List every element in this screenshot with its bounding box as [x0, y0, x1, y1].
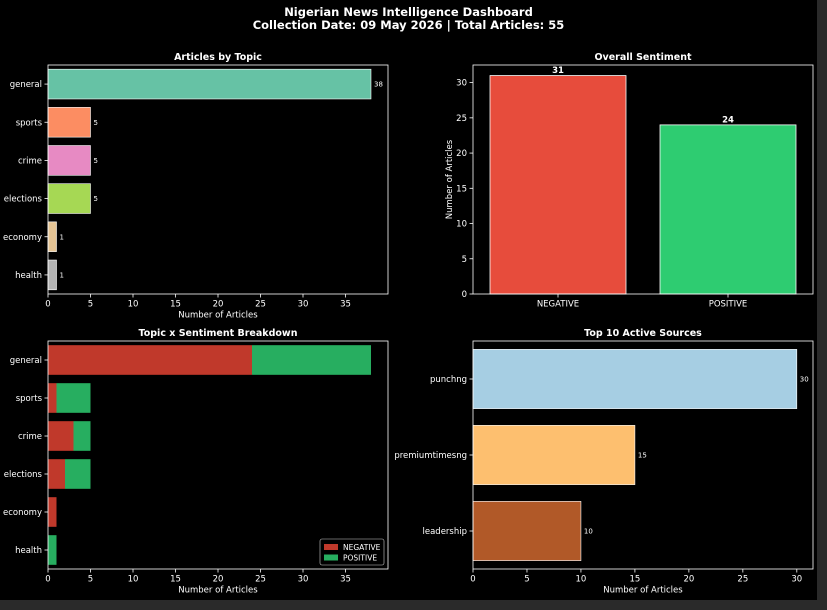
- x-tick-label: 30: [298, 300, 309, 310]
- plot-frame: [47, 64, 389, 295]
- y-tick-label-crime: crime: [18, 156, 42, 166]
- dashboard-svg: Nigerian News Intelligence Dashboard Col…: [3, 5, 814, 596]
- plot-frame: [472, 64, 814, 295]
- y-tick-label-general: general: [10, 356, 42, 366]
- plot-frame: [472, 340, 814, 570]
- x-tick-label: 25: [737, 575, 748, 585]
- x-tick-label: 0: [45, 300, 50, 310]
- bar-leadership: [472, 501, 582, 561]
- y-tick-label-elections: elections: [4, 195, 43, 205]
- y-tick-label: 30: [456, 79, 467, 89]
- bar-segment-elections-negative: [48, 459, 65, 489]
- y-tick-label-elections: elections: [4, 470, 43, 480]
- bar-segment-elections-positive: [65, 459, 91, 489]
- chart-title: Topic x Sentiment Breakdown: [139, 328, 298, 339]
- dashboard-subtitle: Collection Date: 09 May 2026 | Total Art…: [253, 18, 565, 32]
- x-tick-label: 5: [88, 575, 93, 585]
- x-tick-label: 35: [340, 300, 351, 310]
- bar-value-label: 24: [722, 115, 734, 125]
- y-tick-label-sports: sports: [16, 394, 43, 404]
- bar-positive: [659, 124, 797, 295]
- x-tick-label: 20: [213, 300, 224, 310]
- x-tick-label: 25: [255, 575, 266, 585]
- bar-segment-sports-negative: [48, 383, 57, 413]
- bar-segment-general-negative: [48, 345, 252, 375]
- y-tick-label: 20: [456, 149, 467, 159]
- x-tick-label: 5: [88, 300, 93, 310]
- bar-premiumtimesng: [472, 425, 636, 485]
- y-tick-label: 25: [456, 114, 467, 124]
- bar-value-label: 1: [60, 271, 64, 279]
- bar-negative: [489, 75, 627, 295]
- bar-value-label: 1: [60, 233, 64, 241]
- x-tick-label: 30: [298, 575, 309, 585]
- bar-crime: [47, 145, 91, 176]
- x-tick-label: 20: [683, 575, 694, 585]
- y-tick-label-economy: economy: [3, 233, 42, 243]
- x-tick-label: 10: [128, 300, 139, 310]
- chart-title: Articles by Topic: [174, 52, 262, 63]
- bar-value-label: 5: [94, 195, 98, 203]
- y-tick-label-general: general: [10, 80, 42, 90]
- y-tick-label: 5: [462, 255, 467, 265]
- bar-economy: [47, 221, 57, 252]
- dashboard-title: Nigerian News Intelligence Dashboard: [284, 5, 533, 19]
- y-tick-label: 10: [456, 220, 467, 230]
- bar-segment-crime-positive: [73, 421, 91, 451]
- y-tick-label: 0: [462, 290, 467, 300]
- bar-segment-crime-negative: [48, 421, 74, 451]
- bar-health: [47, 259, 57, 291]
- y-tick-label-crime: crime: [18, 432, 42, 442]
- x-tick-label-negative: NEGATIVE: [537, 300, 579, 310]
- y-axis-label: Number of Articles: [445, 139, 455, 219]
- plot-frame: [47, 340, 389, 570]
- y-tick-label: 15: [456, 184, 467, 194]
- legend-label-negative: NEGATIVE: [343, 543, 381, 552]
- x-tick-label: 5: [524, 575, 529, 585]
- bar-elections: [47, 183, 91, 214]
- bar-segment-economy-negative: [48, 497, 57, 527]
- chart-title: Overall Sentiment: [594, 52, 692, 63]
- chart-title: Top 10 Active Sources: [584, 328, 702, 339]
- legend-swatch-negative: [324, 544, 338, 550]
- x-tick-label: 0: [45, 575, 50, 585]
- bar-general: [47, 68, 372, 100]
- y-tick-label-premiumtimesng: premiumtimesng: [394, 451, 467, 461]
- bar-segment-sports-positive: [56, 383, 91, 413]
- legend-label-positive: POSITIVE: [343, 554, 377, 563]
- bar-segment-health-positive: [48, 535, 57, 565]
- x-tick-label: 20: [213, 575, 224, 585]
- y-tick-label-punchng: punchng: [430, 375, 467, 385]
- x-tick-label: 35: [340, 575, 351, 585]
- x-axis-label: Number of Articles: [603, 586, 683, 596]
- x-axis-label: Number of Articles: [178, 586, 258, 596]
- x-tick-label: 15: [170, 300, 181, 310]
- bar-punchng: [472, 349, 798, 409]
- bar-segment-general-positive: [252, 345, 371, 375]
- y-tick-label-sports: sports: [16, 118, 43, 128]
- x-tick-label: 30: [791, 575, 802, 585]
- bar-value-label: 5: [94, 119, 98, 127]
- x-tick-label: 0: [470, 575, 475, 585]
- bar-value-label: 38: [374, 81, 383, 89]
- x-tick-label: 10: [576, 575, 587, 585]
- x-tick-label: 10: [128, 575, 139, 585]
- x-tick-label: 15: [629, 575, 640, 585]
- x-tick-label: 15: [170, 575, 181, 585]
- y-tick-label-health: health: [15, 546, 42, 556]
- y-tick-label-leadership: leadership: [423, 527, 468, 537]
- bar-value-label: 15: [638, 452, 647, 460]
- bar-value-label: 31: [552, 66, 564, 76]
- y-tick-label-economy: economy: [3, 508, 42, 518]
- x-axis-label: Number of Articles: [178, 311, 258, 321]
- x-tick-label: 25: [255, 300, 266, 310]
- bar-value-label: 10: [584, 528, 593, 536]
- x-tick-label-positive: POSITIVE: [709, 300, 748, 310]
- bar-value-label: 30: [800, 376, 809, 384]
- bar-value-label: 5: [94, 157, 98, 165]
- legend-swatch-positive: [324, 554, 338, 561]
- bar-sports: [47, 107, 91, 138]
- y-tick-label-health: health: [15, 271, 42, 281]
- dashboard-canvas: Nigerian News Intelligence Dashboard Col…: [0, 0, 817, 600]
